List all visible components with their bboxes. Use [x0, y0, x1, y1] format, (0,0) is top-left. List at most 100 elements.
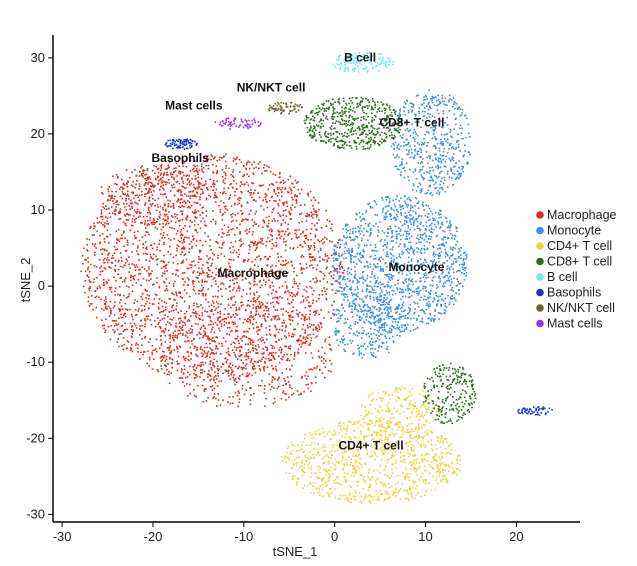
point [200, 346, 202, 348]
point [245, 167, 247, 170]
point [280, 357, 283, 360]
point [407, 217, 409, 219]
point [134, 187, 136, 189]
point [350, 286, 353, 289]
point [240, 301, 242, 304]
point [159, 217, 161, 219]
point [408, 198, 411, 201]
point [424, 280, 426, 283]
point [240, 359, 242, 361]
point [253, 244, 255, 246]
point [232, 180, 235, 182]
point [243, 335, 246, 338]
point [385, 290, 388, 292]
point [446, 172, 449, 175]
point [289, 345, 292, 347]
point [224, 357, 226, 360]
point [353, 293, 356, 295]
point [175, 326, 178, 329]
point [317, 239, 319, 241]
point [429, 292, 431, 294]
point [148, 233, 150, 236]
point [196, 384, 199, 387]
point [389, 315, 391, 318]
point [165, 222, 168, 225]
point [411, 205, 414, 208]
point [309, 256, 311, 258]
point [437, 248, 439, 250]
point [103, 241, 106, 243]
point [165, 358, 168, 361]
point [453, 297, 455, 299]
point [182, 259, 185, 262]
point [446, 253, 448, 256]
point [239, 273, 241, 276]
point [212, 183, 214, 186]
point [237, 405, 239, 408]
point [275, 200, 277, 202]
point [159, 189, 161, 191]
point [225, 167, 227, 170]
point [296, 195, 298, 198]
point [402, 233, 404, 236]
point [179, 332, 182, 335]
point [431, 265, 434, 268]
point [205, 210, 208, 212]
point [220, 380, 223, 382]
point [190, 204, 193, 207]
point [107, 190, 110, 193]
point [254, 189, 256, 191]
point [248, 318, 251, 321]
point [379, 221, 381, 223]
point [180, 233, 183, 235]
point [348, 305, 350, 308]
point [196, 334, 198, 336]
point [100, 222, 103, 224]
point [132, 215, 135, 217]
point [422, 177, 424, 179]
point [308, 265, 311, 267]
point [354, 303, 356, 305]
point [306, 299, 308, 302]
point [436, 109, 439, 111]
point [292, 316, 294, 318]
point [416, 227, 419, 230]
point [452, 157, 454, 160]
point [301, 375, 303, 378]
point [413, 249, 416, 252]
point [210, 248, 212, 251]
point [105, 280, 108, 283]
point [197, 173, 199, 175]
point [134, 269, 137, 271]
point [197, 186, 200, 188]
point [177, 245, 180, 248]
point [390, 260, 392, 263]
point [408, 278, 410, 280]
point [89, 287, 91, 289]
point [179, 345, 181, 347]
point [158, 325, 161, 328]
point [225, 174, 227, 177]
point [413, 312, 415, 315]
point [432, 270, 434, 272]
point [328, 220, 331, 223]
point [137, 216, 140, 219]
point [447, 237, 450, 239]
point [416, 220, 419, 223]
point [189, 190, 192, 193]
point [180, 210, 182, 213]
point [160, 339, 162, 341]
point [218, 316, 221, 318]
point [415, 113, 417, 116]
point [396, 324, 399, 326]
point [455, 123, 457, 126]
point [199, 369, 202, 371]
point [313, 244, 315, 247]
point [283, 322, 285, 324]
point [190, 266, 192, 269]
point [408, 179, 410, 182]
point [98, 296, 100, 299]
point [362, 213, 364, 216]
point [398, 227, 400, 229]
point [342, 228, 344, 230]
